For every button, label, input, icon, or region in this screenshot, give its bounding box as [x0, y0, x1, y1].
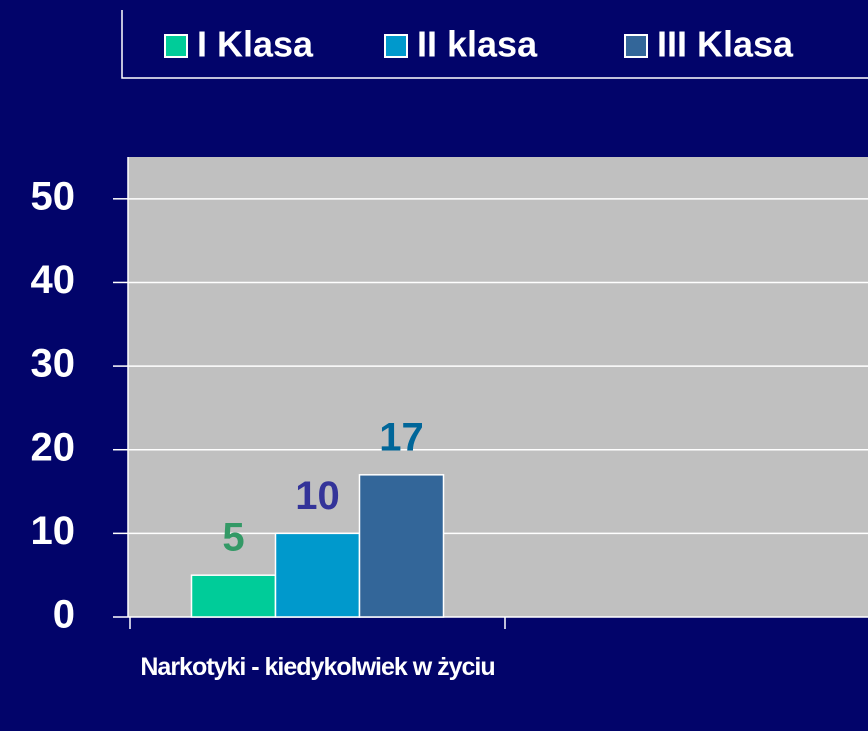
x-tick-label: Narkotyki - kiedykolwiek w życiu	[140, 653, 495, 681]
value-label: 5	[222, 516, 244, 560]
y-tick-label: 40	[31, 258, 76, 302]
plot-area	[128, 157, 868, 617]
y-tick-label: 50	[31, 174, 76, 218]
legend-frame	[121, 10, 868, 79]
legend-label: I Klasa	[197, 24, 314, 65]
y-tick-label: 0	[53, 593, 75, 637]
legend-swatch	[624, 34, 648, 58]
y-tick-label: 30	[31, 342, 76, 386]
value-label: 10	[295, 474, 340, 518]
y-tick-label: 10	[31, 509, 76, 553]
bar	[358, 474, 445, 618]
value-label: 17	[379, 415, 424, 459]
legend-label: III Klasa	[657, 24, 794, 65]
bar	[274, 532, 361, 618]
legend-swatch	[384, 34, 408, 58]
legend-label: II klasa	[417, 24, 538, 65]
legend-swatch	[164, 34, 188, 58]
y-tick-label: 20	[31, 425, 76, 469]
bar	[190, 574, 277, 618]
